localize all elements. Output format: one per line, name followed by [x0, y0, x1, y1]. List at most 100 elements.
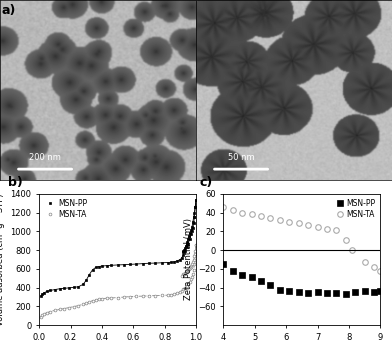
MSN-PP [134, 262, 139, 266]
MSN-PP [172, 260, 176, 264]
MSN-PP [221, 262, 226, 266]
MSN-PP [191, 226, 195, 230]
MSN-TA [315, 225, 320, 229]
MSN-TA [343, 238, 348, 242]
MSN-TA [278, 218, 282, 222]
MSN-TA [221, 205, 226, 209]
Text: b): b) [8, 175, 23, 189]
MSN-TA [81, 302, 85, 307]
MSN-TA [104, 296, 109, 300]
Line: MSN-TA: MSN-TA [39, 244, 198, 318]
MSN-TA [178, 290, 183, 294]
MSN-PP [104, 264, 109, 268]
MSN-TA [325, 226, 329, 230]
MSN-TA [192, 262, 197, 266]
MSN-TA [53, 308, 57, 312]
Text: c): c) [200, 175, 213, 189]
Text: 200 nm: 200 nm [29, 153, 61, 162]
MSN-PP [353, 290, 358, 294]
MSN-PP [278, 288, 282, 292]
MSN-PP [109, 263, 114, 267]
MSN-PP [325, 291, 329, 295]
MSN-TA [362, 260, 367, 264]
MSN-PP [194, 198, 198, 202]
MSN-TA [181, 287, 186, 291]
MSN-PP [100, 264, 104, 268]
MSN-PP [62, 286, 67, 290]
MSN-PP [81, 282, 85, 286]
MSN-PP [193, 205, 198, 209]
MSN-TA [194, 243, 198, 247]
MSN-TA [230, 208, 235, 212]
MSN-TA [96, 297, 101, 301]
MSN-PP [334, 291, 339, 295]
MSN-PP [249, 275, 254, 280]
MSN-PP [45, 289, 49, 293]
MSN-PP [190, 229, 194, 234]
MSN-TA [334, 228, 339, 233]
MSN-TA [175, 291, 180, 295]
MSN-PP [57, 287, 62, 291]
MSN-PP [287, 289, 292, 293]
MSN-TA [38, 315, 43, 319]
MSN-PP [84, 278, 89, 282]
Y-axis label: Volume adsorbed (cm³ g⁻¹ STP): Volume adsorbed (cm³ g⁻¹ STP) [0, 193, 5, 326]
MSN-PP [40, 292, 45, 296]
MSN-TA [140, 294, 145, 298]
Line: MSN-TA: MSN-TA [221, 204, 383, 274]
MSN-PP [306, 291, 310, 295]
MSN-PP [184, 245, 189, 249]
MSN-TA [193, 252, 198, 256]
MSN-TA [172, 292, 176, 296]
MSN-TA [109, 296, 114, 300]
MSN-TA [259, 214, 263, 218]
MSN-TA [159, 293, 164, 298]
MSN-PP [53, 288, 57, 292]
Text: 50 nm: 50 nm [228, 153, 254, 162]
MSN-PP [191, 221, 196, 225]
MSN-PP [240, 272, 245, 276]
MSN-PP [181, 253, 186, 257]
MSN-TA [240, 210, 245, 215]
MSN-PP [71, 285, 76, 290]
MSN-TA [90, 299, 95, 303]
MSN-PP [90, 268, 95, 272]
MSN-TA [40, 313, 45, 317]
MSN-PP [38, 294, 43, 298]
MSN-PP [87, 272, 92, 276]
MSN-PP [165, 261, 170, 265]
MSN-TA [115, 295, 120, 300]
MSN-PP [147, 261, 151, 265]
MSN-PP [42, 291, 46, 295]
MSN-TA [169, 293, 173, 297]
MSN-TA [93, 298, 98, 302]
MSN-PP [186, 242, 191, 246]
MSN-TA [67, 306, 71, 310]
MSN-PP [153, 261, 158, 265]
MSN-TA [165, 293, 170, 297]
MSN-PP [128, 262, 132, 266]
MSN-PP [362, 289, 367, 293]
MSN-TA [62, 307, 67, 311]
MSN-TA [190, 275, 194, 279]
MSN-TA [48, 310, 53, 314]
MSN-TA [350, 248, 354, 252]
MSN-TA [187, 280, 192, 284]
MSN-PP [372, 290, 376, 294]
MSN-TA [122, 295, 126, 299]
MSN-TA [128, 294, 132, 299]
MSN-PP [296, 290, 301, 294]
MSN-PP [96, 264, 101, 268]
MSN-TA [84, 301, 89, 305]
MSN-PP [268, 283, 273, 287]
MSN-TA [134, 294, 139, 298]
MSN-PP [169, 260, 173, 264]
MSN-TA [183, 285, 187, 290]
MSN-PP [76, 285, 81, 289]
MSN-PP [175, 259, 180, 263]
MSN-TA [191, 272, 195, 276]
MSN-TA [189, 277, 194, 281]
MSN-PP [122, 263, 126, 267]
MSN-PP [48, 289, 53, 293]
MSN-PP [67, 286, 71, 290]
